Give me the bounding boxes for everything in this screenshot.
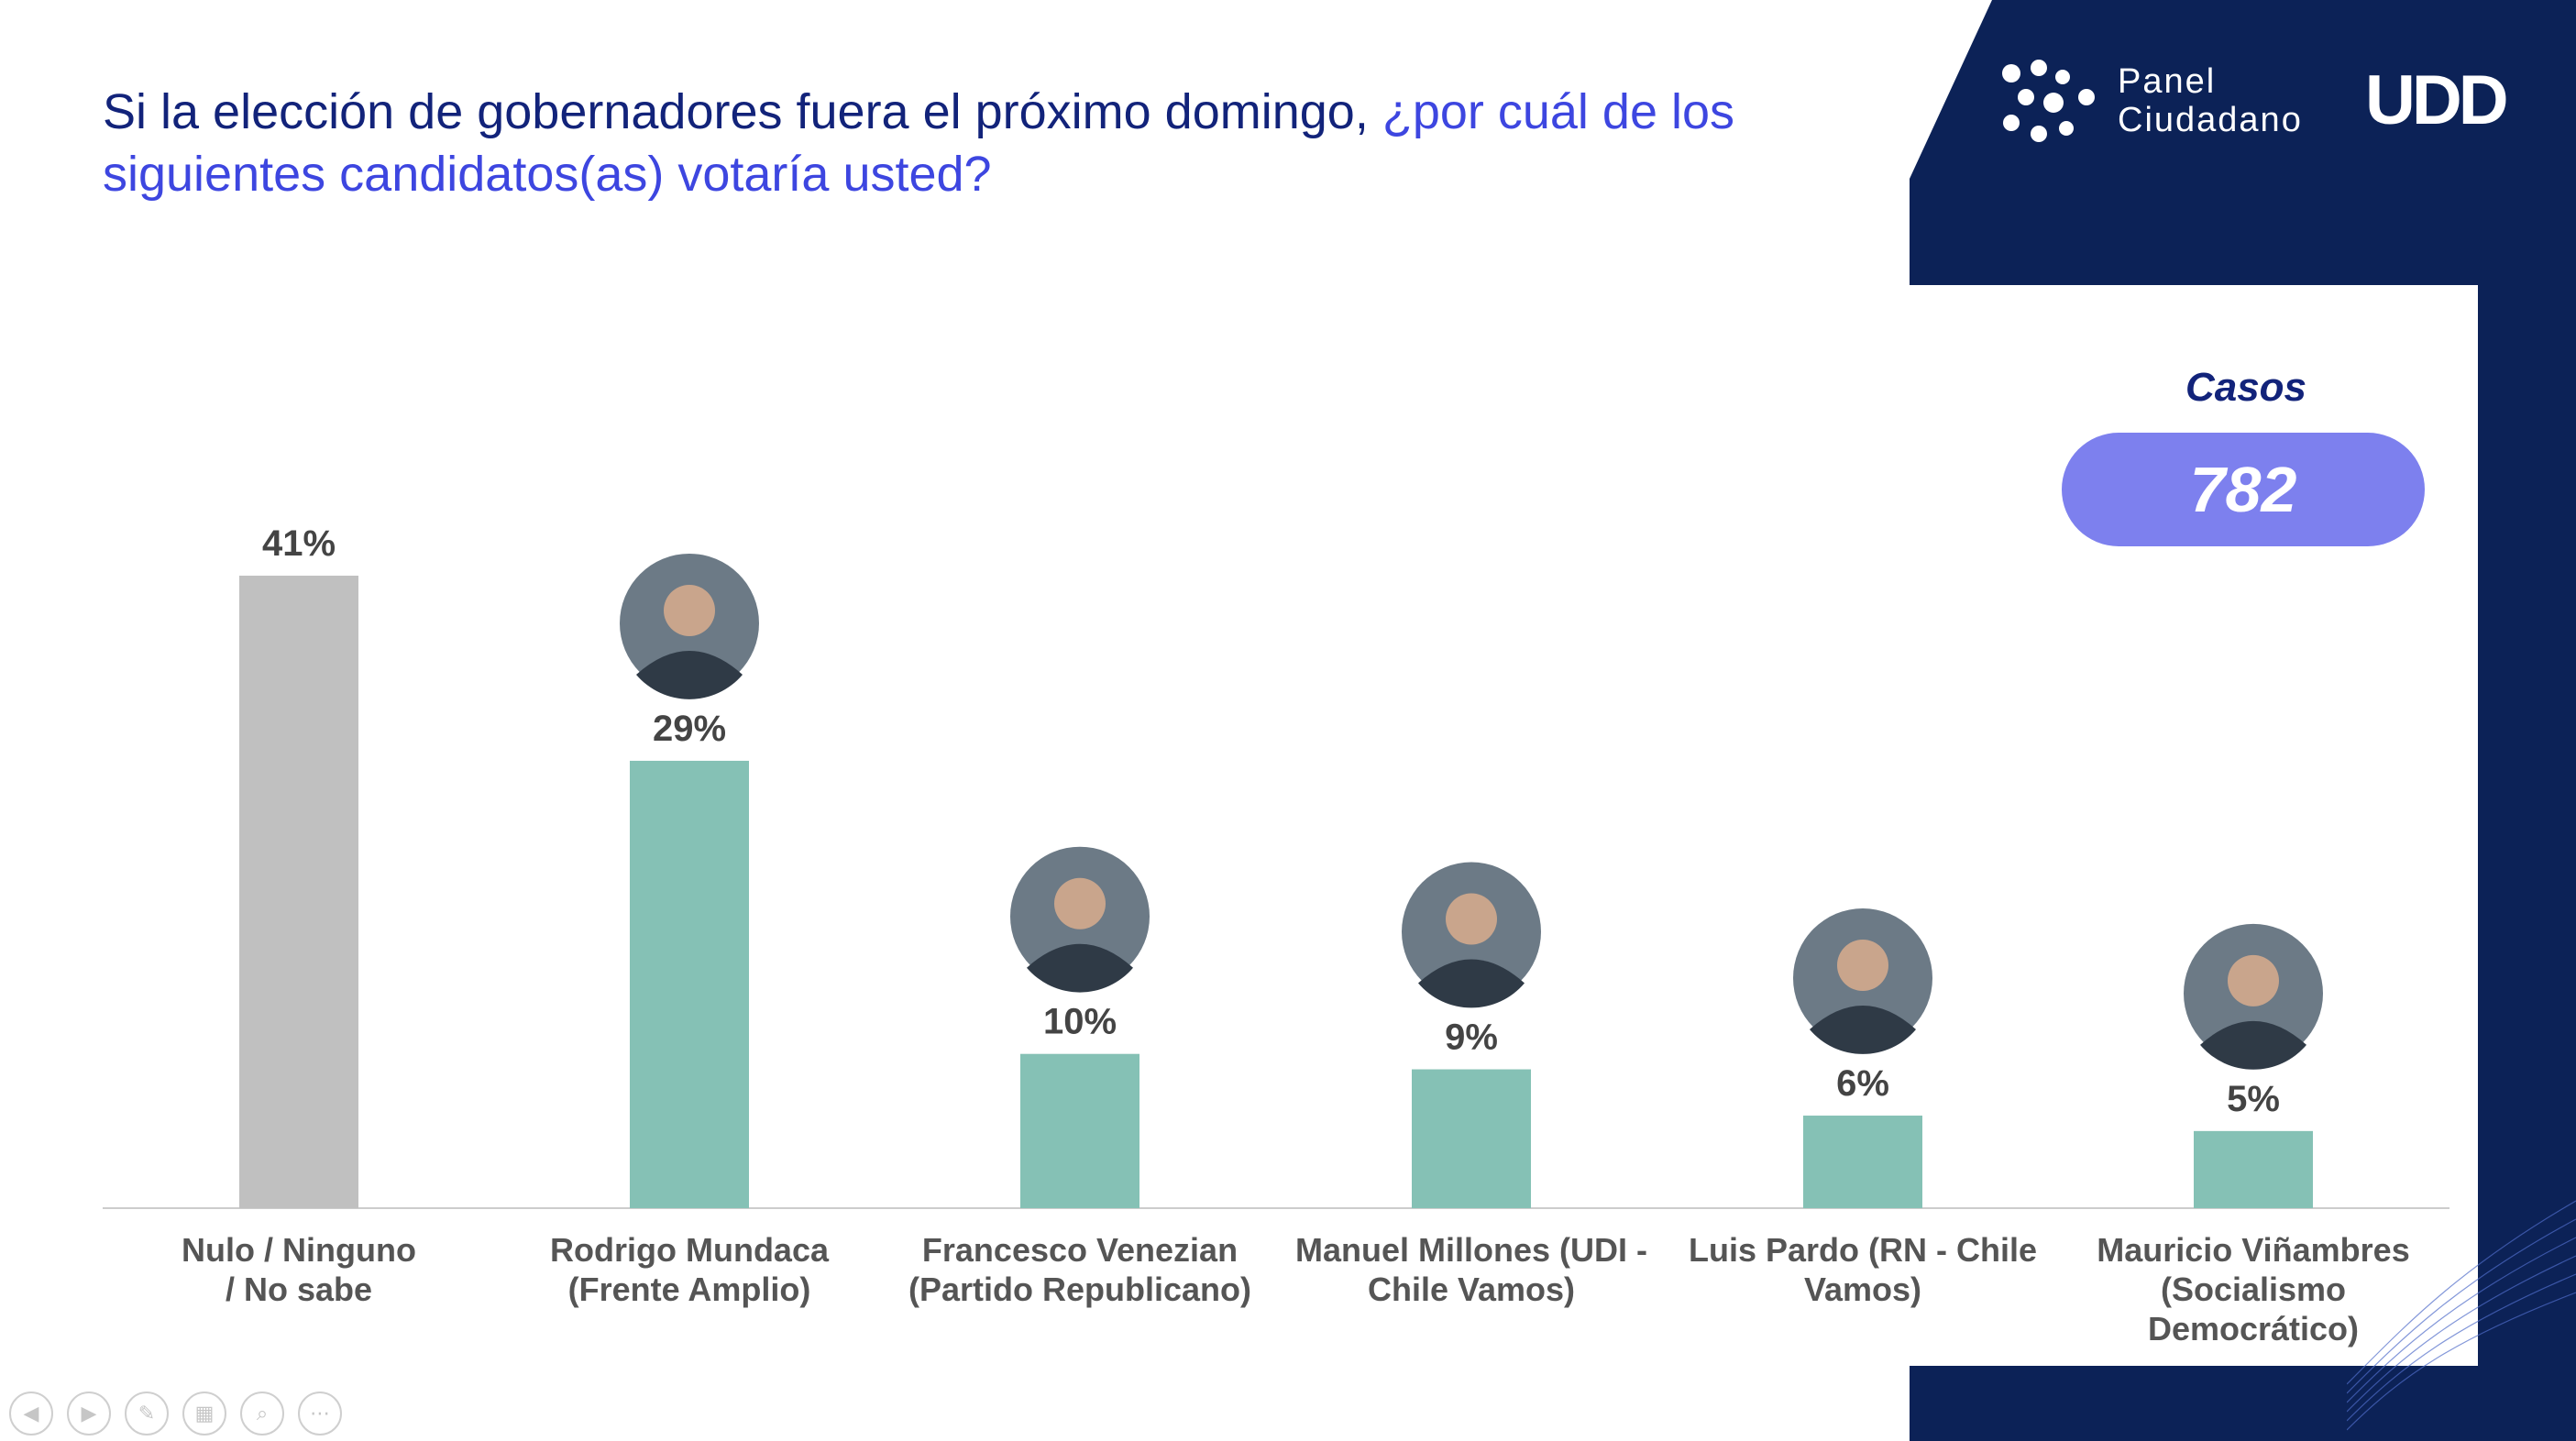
candidate-photo-body	[1027, 943, 1133, 993]
page-title: Si la elección de gobernadores fuera el …	[103, 81, 1844, 205]
category-label-line: Mauricio Viñambres	[2097, 1231, 2409, 1269]
category-label: Manuel Millones (UDI -Chile Vamos)	[1295, 1231, 1647, 1308]
bar	[1020, 1053, 1139, 1208]
category-label: Rodrigo Mundaca (Frente Amplio)	[550, 1231, 830, 1308]
candidate-photo-face	[2228, 954, 2279, 1006]
casos-label: Casos	[2185, 365, 2307, 410]
candidate-photo-body	[636, 650, 743, 699]
casos-badge: 782	[2062, 433, 2425, 546]
pen-icon[interactable]: ✎	[125, 1392, 169, 1436]
bottom-navy-band	[1910, 1366, 2576, 1441]
candidate-photo-face	[1054, 877, 1106, 930]
data-label: 9%	[1445, 1018, 1498, 1058]
data-label: 41%	[262, 523, 336, 564]
category-label: Mauricio Viñambres (Socialismo Democrático…	[2097, 1231, 2409, 1348]
category-label-line: (Socialismo	[2161, 1270, 2346, 1308]
title-question: ¿por cuál de los siguientes candidatos(a…	[103, 84, 1735, 202]
data-label: 29%	[653, 709, 726, 749]
right-navy-band	[2478, 0, 2576, 1441]
bar	[2194, 1130, 2313, 1208]
dots-logo-icon	[2002, 60, 2095, 142]
bar	[1412, 1069, 1531, 1208]
logo-line-1: Panel	[2118, 62, 2217, 101]
category-label-line: Nulo / Ninguno	[182, 1231, 416, 1269]
logo-wordmark: Panel Ciudadano	[2118, 62, 2303, 139]
prev-icon[interactable]: ◀	[9, 1392, 53, 1436]
next-icon[interactable]: ▶	[67, 1392, 111, 1436]
data-label: 10%	[1043, 1002, 1117, 1042]
data-label: 5%	[2227, 1079, 2280, 1119]
category-label-line: Rodrigo Mundaca	[550, 1231, 830, 1269]
zoom-icon[interactable]: ⌕	[240, 1392, 284, 1436]
category-label-line: Democrático)	[2148, 1310, 2359, 1348]
bar	[1803, 1116, 1922, 1208]
category-label-line: Manuel Millones (UDI -	[1295, 1231, 1647, 1269]
udd-logo: UDD	[2365, 61, 2509, 139]
category-label-line: (Partido Republicano)	[908, 1270, 1251, 1308]
category-label-line: Luis Pardo (RN - Chile	[1689, 1231, 2037, 1269]
category-label: Francesco Venezian (Partido Republicano)	[908, 1231, 1251, 1308]
casos-value: 782	[2189, 454, 2297, 525]
candidate-photo-face	[664, 584, 715, 636]
category-label: Nulo / Ninguno / No sabe	[182, 1231, 416, 1308]
candidate-photo-body	[2200, 1020, 2306, 1070]
candidate-photo-body	[1418, 959, 1525, 1008]
category-label-line: Vamos)	[1804, 1270, 1921, 1308]
more-icon[interactable]: ⋯	[298, 1392, 342, 1436]
decorative-wave	[2347, 1200, 2576, 1431]
category-label-line: / No sabe	[226, 1270, 372, 1308]
title-statement: Si la elección de gobernadores fuera el …	[103, 84, 1382, 139]
data-label: 6%	[1836, 1063, 1889, 1104]
candidate-photo-body	[1810, 1006, 1916, 1054]
bar	[630, 760, 749, 1208]
header-navy-band	[1910, 0, 2576, 285]
bar	[239, 576, 358, 1208]
candidate-photo-face	[1837, 940, 1888, 992]
candidate-photo-face	[1446, 893, 1497, 945]
category-label: Luis Pardo (RN - Chile Vamos)	[1689, 1231, 2037, 1308]
logo-line-2: Ciudadano	[2118, 101, 2303, 139]
category-label-line: Francesco Venezian	[922, 1231, 1238, 1269]
category-label-line: (Frente Amplio)	[568, 1270, 811, 1308]
slides-icon[interactable]: ▦	[182, 1392, 226, 1436]
category-label-line: Chile Vamos)	[1368, 1270, 1575, 1308]
